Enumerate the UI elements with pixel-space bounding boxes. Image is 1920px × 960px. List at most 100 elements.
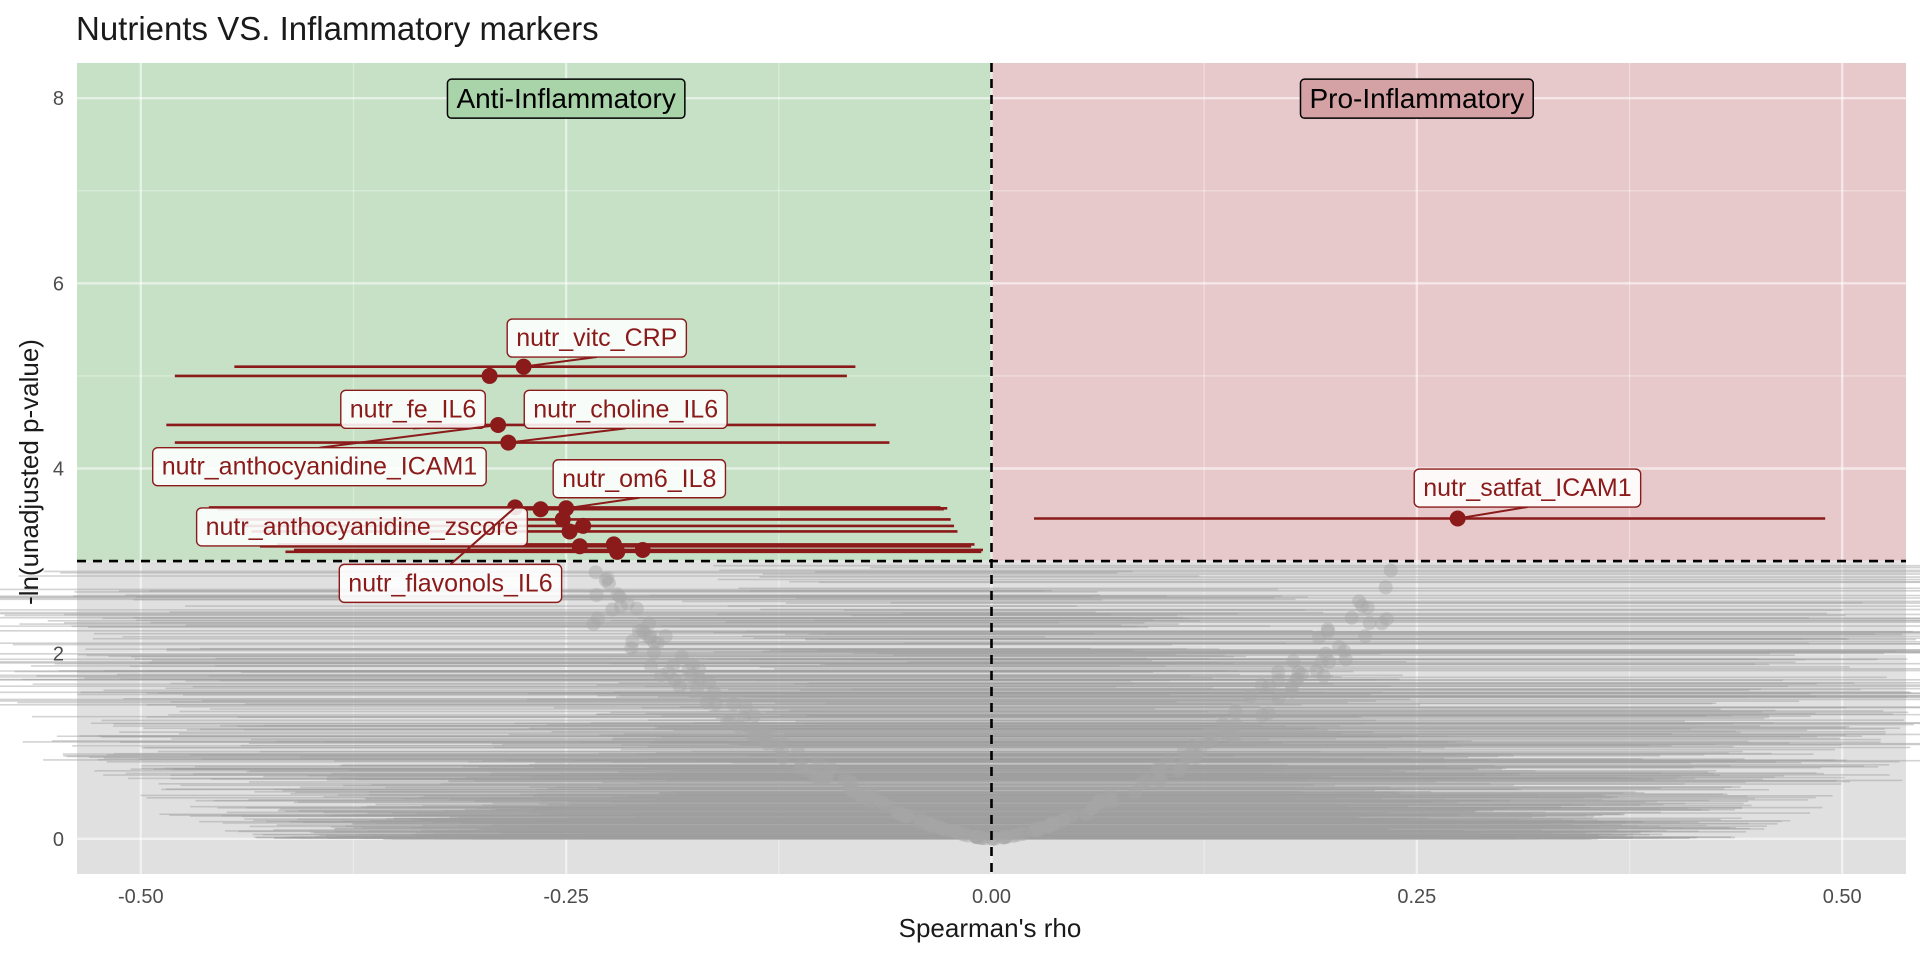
nonsignificant-point — [793, 761, 808, 776]
nonsignificant-point — [952, 825, 967, 840]
nonsignificant-point — [854, 788, 869, 803]
nonsignificant-point — [672, 679, 687, 694]
nonsignificant-point — [875, 795, 890, 810]
point-label-box — [340, 389, 486, 430]
reference-lines — [77, 63, 1906, 874]
nonsignificant-point — [1204, 734, 1219, 749]
nonsignificant-point — [760, 731, 775, 746]
point-label: nutr_anthocyanidine_zscore — [206, 513, 519, 541]
nonsignificant-point — [913, 815, 928, 830]
nonsignificant-point — [925, 818, 940, 833]
nonsignificant-point — [1358, 629, 1373, 644]
nonsignificant-point — [774, 735, 789, 750]
nonsignificant-point — [1344, 610, 1359, 625]
nonsignificant-point — [1271, 673, 1286, 688]
nonsignificant-point — [1046, 818, 1061, 833]
point-label-box — [552, 459, 727, 499]
nonsignificant-point — [1173, 760, 1188, 775]
nonsignificant-point — [1175, 759, 1190, 774]
nonsignificant-point — [1078, 807, 1093, 822]
nonsignificant-point — [890, 806, 905, 821]
significant-point — [554, 511, 571, 528]
nonsignificant-point — [1286, 654, 1301, 669]
axes: -0.50 -0.25 0.00 0.25 0.50 0 2 4 6 8 — [53, 88, 1862, 908]
nonsignificant-point — [746, 729, 761, 744]
nonsignificant-point — [770, 739, 785, 754]
nonsignificant-point — [1033, 821, 1048, 836]
nonsignificant-point — [1254, 678, 1269, 693]
region-labels: Anti-Inflammatory Pro-Inflammatory — [446, 78, 1534, 119]
nonsignificant-point — [588, 565, 603, 580]
nonsignificant-point — [629, 601, 644, 616]
nonsignificant-point — [1202, 725, 1217, 740]
nonsignificant-point — [642, 616, 657, 631]
nonsignificant-point — [1006, 828, 1021, 843]
nonsignificant-point — [858, 791, 873, 806]
nonsignificant-point — [699, 695, 714, 710]
nonsignificant-point — [1332, 639, 1347, 654]
nonsignificant-point — [1383, 563, 1398, 578]
nonsignificant-point — [707, 685, 722, 700]
nonsignificant-point — [1104, 793, 1119, 808]
nonsignificant-point — [647, 635, 662, 650]
point-label: nutr_flavonols_IL6 — [348, 569, 552, 597]
nonsignificant-point — [749, 721, 764, 736]
significant-point — [575, 517, 592, 534]
nonsignificant-point — [809, 770, 824, 785]
nonsignificant-point — [824, 761, 839, 776]
nonsignificant-point — [612, 589, 627, 604]
nonsignificant-point — [875, 795, 890, 810]
x-tick-label: -0.25 — [543, 886, 589, 908]
nonsignificant-point — [601, 576, 616, 591]
nonsignificant-point — [1318, 646, 1333, 661]
nonsignificant-point — [684, 669, 699, 684]
nonsignificant-point — [1243, 689, 1258, 704]
nonsignificant-point — [1226, 729, 1241, 744]
nonsignificant-point — [610, 587, 625, 602]
nonsignificant-point — [1338, 652, 1353, 667]
point-label-box — [152, 447, 487, 487]
nonsignificant-point — [1177, 743, 1192, 758]
point-label-group: nutr_flavonols_IL6 — [338, 506, 563, 604]
point-labels: nutr_vitc_CRP nutr_fe_IL6 nutr_choline_IL6… — [152, 318, 1642, 604]
label-leader-line — [566, 496, 640, 510]
y-tick-label: 4 — [53, 459, 64, 481]
point-label-group: nutr_anthocyanidine_zscore — [195, 506, 541, 547]
nonsignificant-point — [1153, 761, 1168, 776]
y-tick-label: 8 — [53, 88, 64, 110]
nonsignificant-point — [977, 831, 992, 846]
y-tick-label: 2 — [53, 644, 64, 666]
nonsignificant-point — [996, 830, 1011, 845]
nonsignificant-point — [1314, 654, 1329, 669]
nonsignificant-point — [613, 599, 628, 614]
nonsignificant-point — [692, 662, 707, 677]
nonsignificant-point — [1056, 812, 1071, 827]
nonsignificant-point — [738, 699, 753, 714]
anti-inflammatory-label-box — [446, 78, 686, 119]
nonsignificant-point — [1105, 794, 1120, 809]
nonsignificant-point — [1311, 630, 1326, 645]
nonsignificant-point — [620, 596, 635, 611]
nonsignificant-point — [947, 824, 962, 839]
nonsignificant-point — [1215, 716, 1230, 731]
nonsignificant-point — [625, 634, 640, 649]
nonsignificant-point — [843, 781, 858, 796]
nonsignificant-point — [1322, 654, 1337, 669]
nonsignificant-point — [1046, 815, 1061, 830]
nonsignificant-point — [646, 645, 661, 660]
nonsignificant-point — [1291, 664, 1306, 679]
nonsignificant-point — [899, 809, 914, 824]
nonsignificant-point — [970, 830, 985, 845]
nonsignificant-point — [759, 736, 774, 751]
nonsignificant-point — [836, 772, 851, 787]
nonsignificant-point — [901, 808, 916, 823]
label-leader-line — [523, 356, 597, 368]
nonsignificant-point — [1219, 727, 1234, 742]
nonsignificant-point — [794, 759, 809, 774]
nonsignificant-point — [1033, 820, 1048, 835]
nonsignificant-point — [1064, 808, 1079, 823]
nonsignificant-point — [1321, 624, 1336, 639]
nonsignificant-point — [658, 629, 673, 644]
nonsignificant-point — [1026, 824, 1041, 839]
significant-point — [561, 523, 578, 540]
